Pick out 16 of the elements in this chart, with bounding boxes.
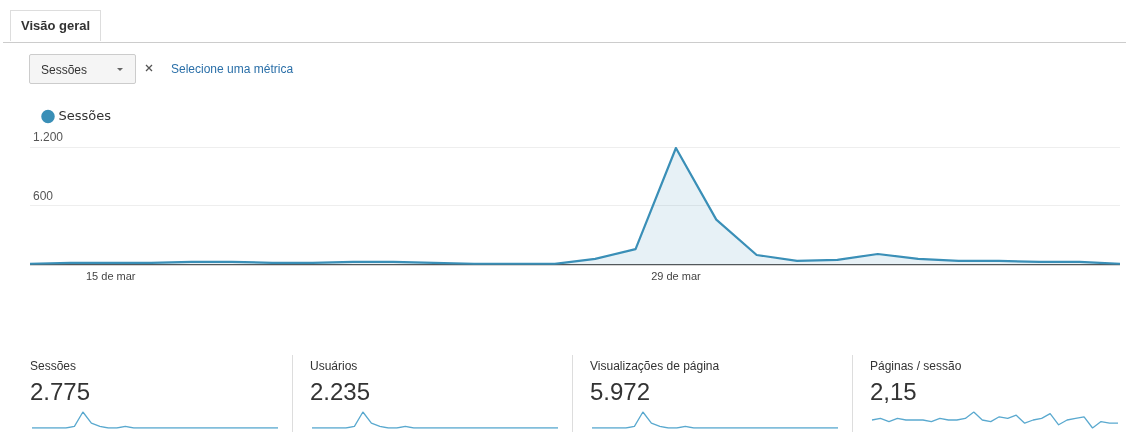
x-tick-label: 15 de mar bbox=[85, 270, 136, 283]
y-tick-label: 1.200 bbox=[33, 130, 64, 145]
chart-subtitle: 2.775 bbox=[30, 378, 91, 406]
x-tick-label: 29 de mar bbox=[651, 270, 702, 283]
chart-subtitle: 2.235 bbox=[310, 378, 371, 406]
text: Selecione uma métrica bbox=[171, 62, 294, 76]
text: Sessões bbox=[29, 54, 136, 84]
chart-title: Sessões bbox=[30, 359, 77, 373]
legend-label: Sessões bbox=[58, 107, 112, 123]
chart-subtitle: 2,15 bbox=[870, 378, 917, 406]
text: Visão geral bbox=[10, 10, 102, 41]
y-tick-label: 600 bbox=[33, 189, 54, 204]
chart-title: Usuários bbox=[310, 359, 358, 373]
chart-title: Páginas / sessão bbox=[870, 359, 962, 373]
chart-title: Visualizações de página bbox=[590, 359, 720, 373]
chart-subtitle: 5.972 bbox=[590, 378, 651, 406]
